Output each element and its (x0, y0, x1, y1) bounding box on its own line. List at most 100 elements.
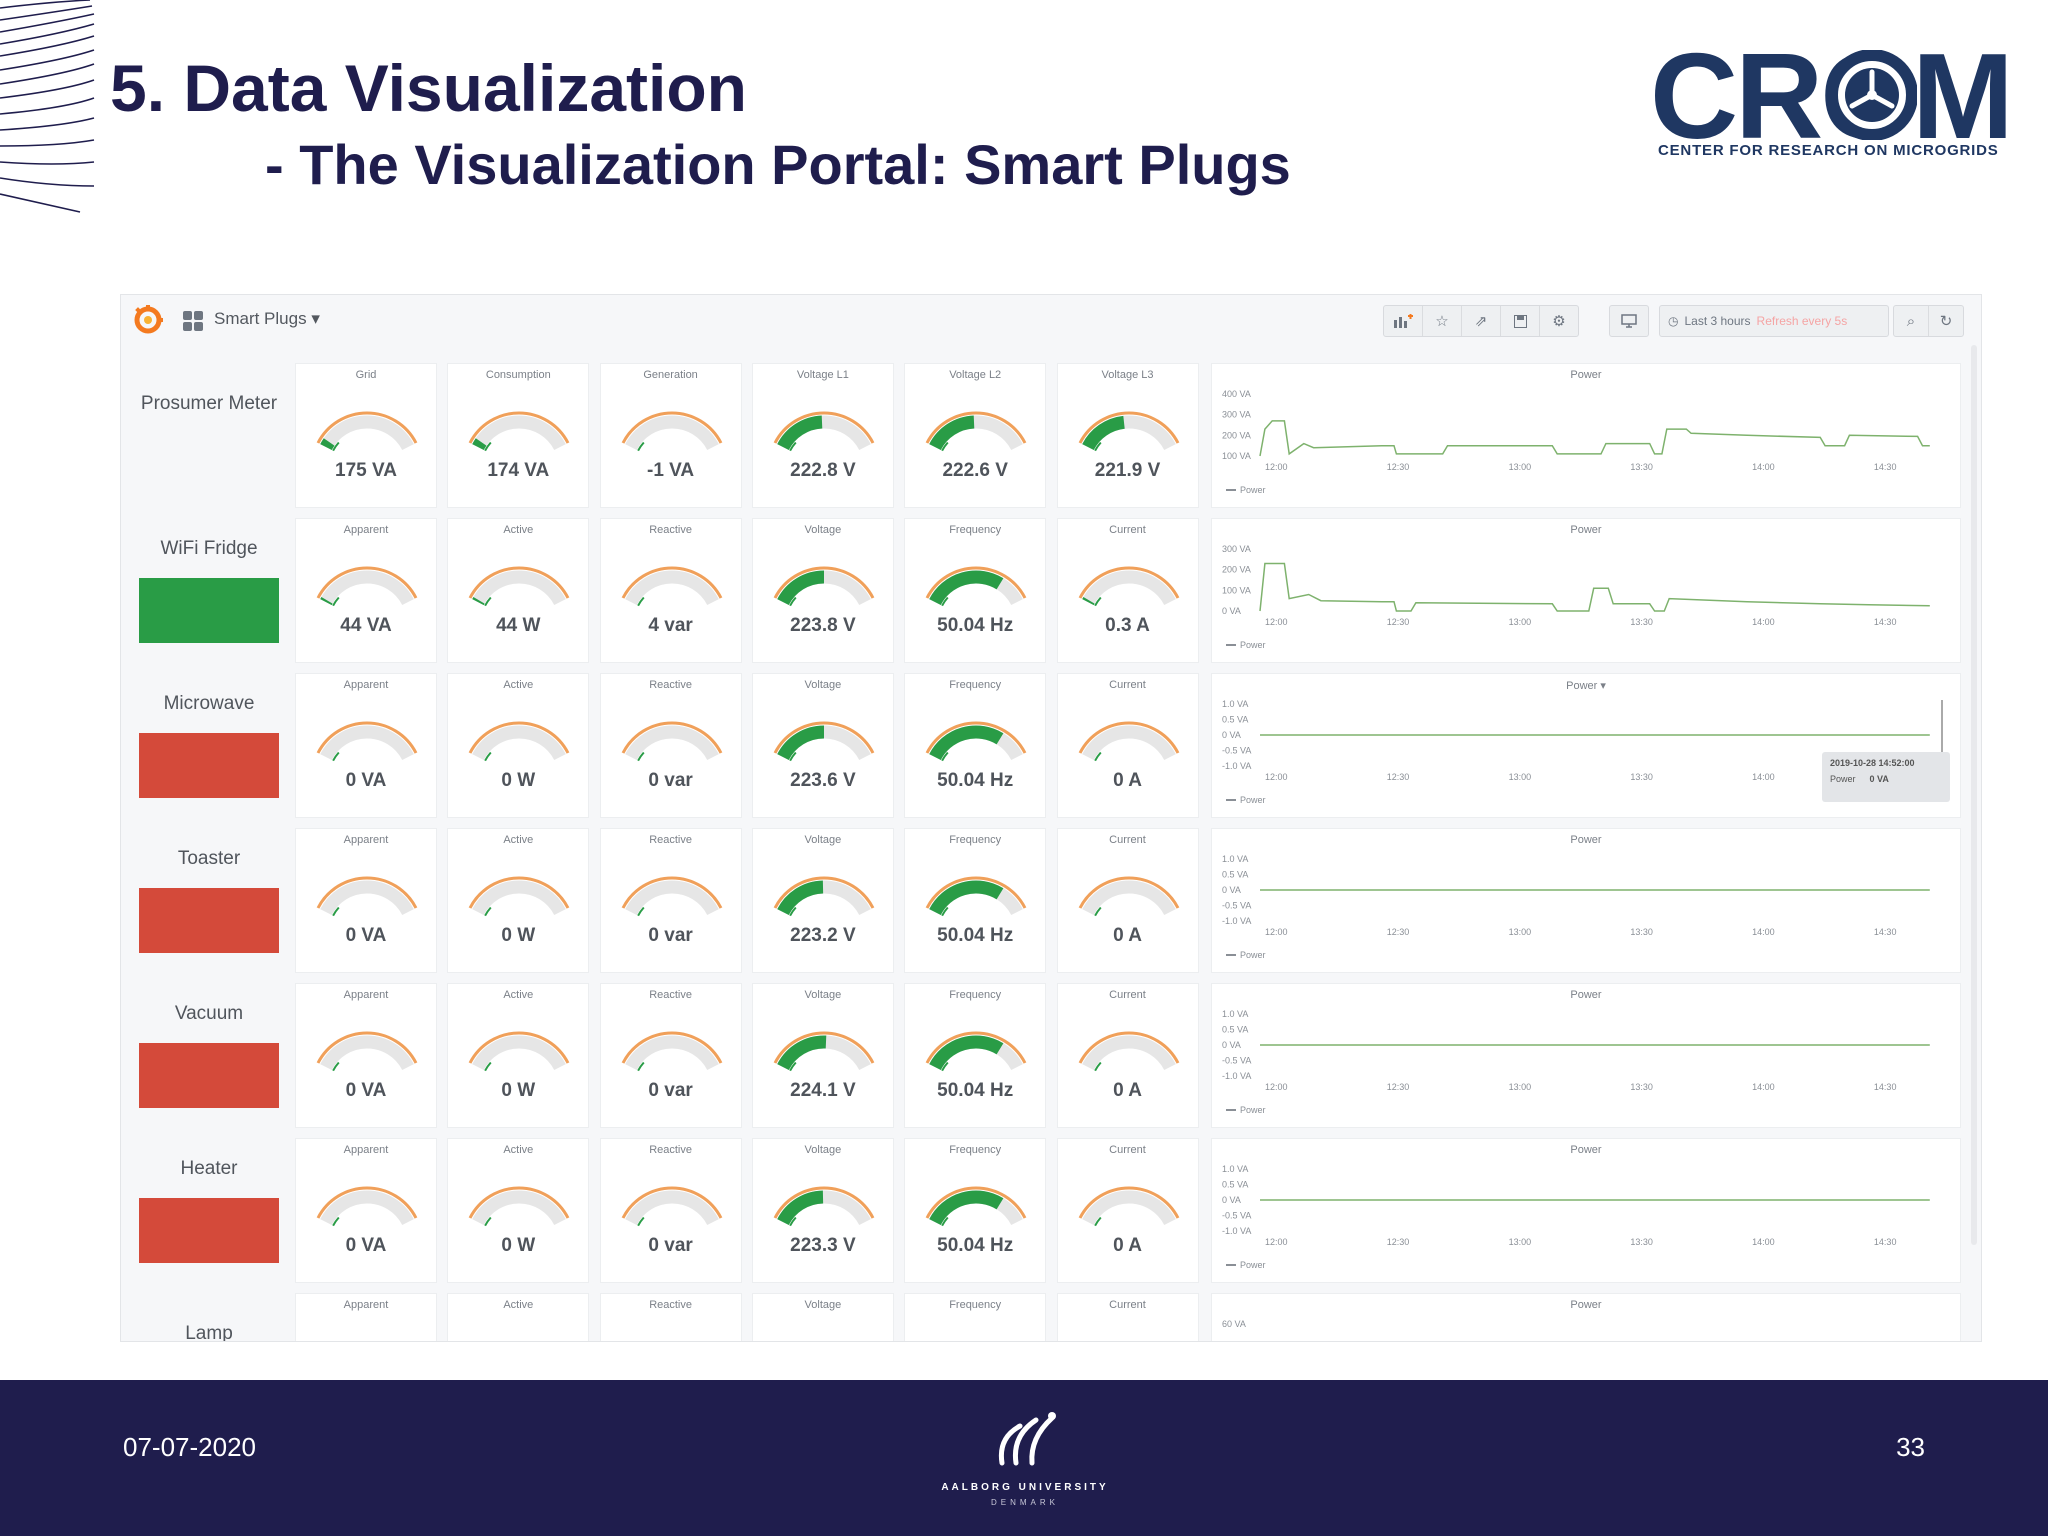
power-timeseries-panel[interactable]: Power 400 VA 300 VA 200 VA 100 VA 12:00 12:30 1… (1211, 363, 1961, 508)
gauge-value: 0 VA (345, 925, 387, 946)
grafana-dashboard: Smart Plugs ▾ ☆ ⇗ ⚙ ◷ Last 3 hours Refre… (120, 294, 1982, 1342)
time-range-picker[interactable]: ◷ Last 3 hours Refresh every 5s (1659, 305, 1889, 337)
gauge-threshold-low (636, 596, 645, 607)
gauge-threshold (316, 1186, 418, 1219)
gauge-panel[interactable]: Frequency 50.04 Hz (904, 518, 1047, 663)
y-tick-label: 0 VA (1222, 885, 1241, 895)
add-panel-icon[interactable] (1384, 306, 1423, 336)
gauge-panel[interactable]: Active 0 W (447, 983, 590, 1128)
y-tick-label: -1.0 VA (1222, 1071, 1251, 1081)
gauge-panel[interactable]: Active (447, 1293, 590, 1341)
refresh-icon[interactable]: ↻ (1939, 312, 1953, 330)
gauge-value: 0 var (648, 925, 693, 946)
gauge-panel[interactable]: Voltage 223.8 V (751, 518, 894, 663)
gauge-panel[interactable]: Apparent 0 VA (295, 983, 437, 1128)
gauge-panel[interactable]: Voltage 223.6 V (751, 673, 894, 818)
gauge-panel[interactable]: Consumption 174 VA (447, 363, 590, 508)
gauge-fill (929, 415, 975, 451)
gauge-panel[interactable]: Reactive 0 var (599, 673, 742, 818)
gauge-panel[interactable]: Current 0.3 A (1056, 518, 1199, 663)
zoom-out-icon[interactable]: ⌕ (1894, 306, 1929, 336)
gauge-panel[interactable]: Grid 175 VA (295, 363, 437, 508)
gauge-fill (929, 880, 1004, 916)
gauge-panel[interactable]: Voltage 224.1 V (751, 983, 894, 1128)
gauge-panel[interactable]: Voltage L3 221.9 V (1056, 363, 1199, 508)
toolbar-actions: ☆ ⇗ ⚙ (1383, 305, 1579, 337)
gauge-panel[interactable]: Active 0 W (447, 828, 590, 973)
save-icon[interactable] (1501, 306, 1540, 336)
gauge-panel[interactable]: Generation -1 VA (599, 363, 742, 508)
gauge-panel[interactable]: Voltage L2 222.6 V (904, 363, 1047, 508)
gauge-dial (468, 1186, 570, 1227)
gauge-panel[interactable]: Reactive 0 var (599, 1138, 742, 1283)
gauge-panel[interactable]: Frequency (904, 1293, 1047, 1341)
gauge-panel[interactable]: Active 0 W (447, 673, 590, 818)
gauge-panel[interactable]: Current (1056, 1293, 1199, 1341)
gauge-track (1081, 725, 1176, 761)
grafana-logo-icon[interactable] (133, 305, 163, 335)
gauge-panel[interactable]: Voltage 223.3 V (751, 1138, 894, 1283)
gauge-threshold (925, 1031, 1027, 1064)
power-timeseries-panel[interactable]: Power 1.0 VA 0.5 VA 0 VA -0.5 VA -1.0 VA 12:00… (1211, 1138, 1961, 1283)
gauge-track (624, 880, 719, 916)
x-tick-label: 13:30 (1630, 772, 1653, 782)
gauge-panel[interactable]: Apparent 0 VA (295, 673, 437, 818)
gauge-dial (621, 876, 722, 917)
power-timeseries-panel[interactable]: Power 1.0 VA 0.5 VA 0 VA -0.5 VA -1.0 VA 12:00… (1211, 983, 1961, 1128)
gauge-dial (468, 411, 570, 452)
gauge-panel[interactable]: Frequency 50.04 Hz (904, 983, 1047, 1128)
dashboard-grid-icon[interactable] (183, 311, 203, 331)
gauge-panel[interactable]: Apparent 0 VA (295, 828, 437, 973)
share-icon[interactable]: ⇗ (1462, 306, 1501, 336)
x-tick-label: 12:30 (1387, 1082, 1410, 1092)
gauge-panel[interactable]: Current 0 A (1056, 673, 1199, 818)
gauge-title: Voltage L1 (796, 369, 849, 381)
gauge-dial (316, 721, 418, 762)
gauge-panel[interactable]: Voltage L1 222.8 V (751, 363, 894, 508)
gauge-panel[interactable]: Reactive (599, 1293, 742, 1341)
dashboard-scrollbar[interactable] (1971, 345, 1977, 1245)
chart-plot: 1.0 VA 0.5 VA 0 VA -0.5 VA -1.0 VA 12:00 12:30… (1222, 854, 1930, 960)
star-icon[interactable]: ☆ (1423, 306, 1462, 336)
gauge-threshold (621, 1186, 722, 1219)
gauge-panel[interactable]: Apparent (295, 1293, 437, 1341)
gauge-panel[interactable]: Active 44 W (447, 518, 590, 663)
power-timeseries-panel[interactable]: Power ▾ 1.0 VA 0.5 VA 0 VA -0.5 VA -1.0 VA 12:… (1211, 673, 1961, 818)
power-timeseries-panel[interactable]: Power 300 VA 200 VA 100 VA 0 VA 12:00 12:30 13:… (1211, 518, 1961, 663)
page-number: 33 (1896, 1432, 1925, 1462)
x-tick-label: 12:30 (1387, 927, 1410, 937)
gauge-panel[interactable]: Apparent 0 VA (295, 1138, 437, 1283)
gauge-panel[interactable]: Reactive 0 var (599, 983, 742, 1128)
monitor-icon[interactable] (1610, 306, 1648, 336)
gauge-panel[interactable]: Apparent 44 VA (295, 518, 437, 663)
gauge-panel[interactable]: Reactive 4 var (599, 518, 742, 663)
gauge-panel[interactable]: Voltage (751, 1293, 894, 1341)
gauge-title: Voltage (804, 1144, 842, 1156)
x-tick-label: 13:30 (1630, 1237, 1653, 1247)
dashboard-picker[interactable]: Smart Plugs ▾ (214, 309, 320, 328)
gauge-dial (316, 1186, 418, 1227)
gauge-panel[interactable]: Voltage 223.2 V (751, 828, 894, 973)
legend-label: Power (1240, 1105, 1266, 1115)
gauge-panel[interactable]: Reactive 0 var (599, 828, 742, 973)
gauge-panel[interactable]: Current 0 A (1056, 1138, 1199, 1283)
gauge-value: 0 W (501, 770, 536, 791)
settings-icon[interactable]: ⚙ (1552, 312, 1566, 330)
gauge-panel[interactable]: Active 0 W (447, 1138, 590, 1283)
gauge-panel[interactable]: Frequency 50.04 Hz (904, 673, 1047, 818)
gauge-panel[interactable]: Current 0 A (1056, 983, 1199, 1128)
gauge-threshold-low (1093, 1216, 1102, 1227)
gauge-value: 50.04 Hz (937, 1080, 1014, 1101)
x-tick-label: 12:00 (1265, 772, 1288, 782)
x-tick-label: 14:00 (1752, 927, 1775, 937)
power-timeseries-panel[interactable]: Power 60 VA (1211, 1293, 1961, 1341)
gauge-fill (777, 415, 823, 451)
y-tick-label: -0.5 VA (1222, 746, 1251, 756)
power-timeseries-panel[interactable]: Power 1.0 VA 0.5 VA 0 VA -0.5 VA -1.0 VA 12:00… (1211, 828, 1961, 973)
legend-label: Power (1240, 485, 1266, 495)
gauge-panel[interactable]: Frequency 50.04 Hz (904, 1138, 1047, 1283)
gauge-panel[interactable]: Current 0 A (1056, 828, 1199, 973)
gauge-panel[interactable]: Frequency 50.04 Hz (904, 828, 1047, 973)
y-tick-label: 1.0 VA (1222, 699, 1248, 709)
gauge-threshold-low (332, 441, 340, 452)
